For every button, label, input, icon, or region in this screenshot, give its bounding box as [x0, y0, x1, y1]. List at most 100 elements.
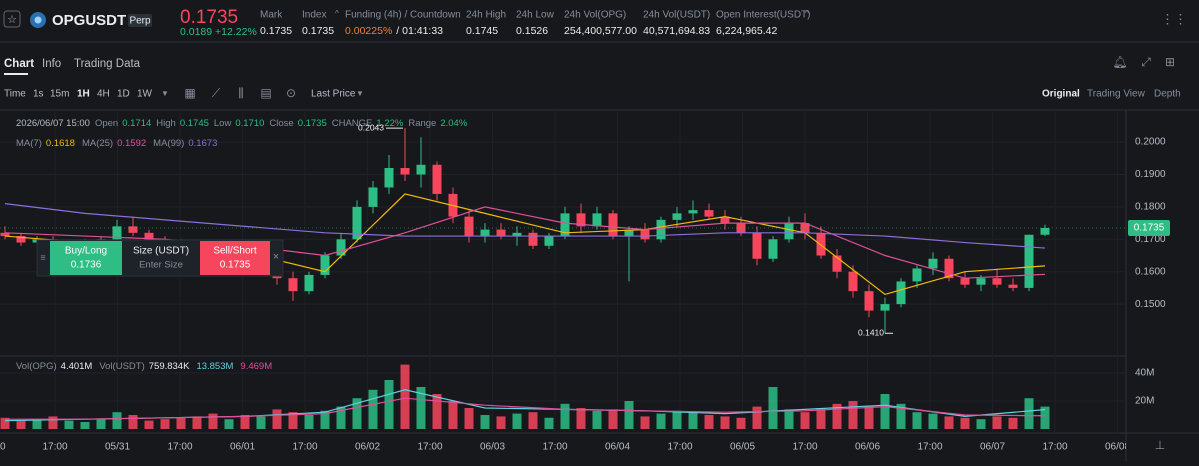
candle-body	[464, 216, 474, 237]
volume-bar	[480, 415, 490, 429]
info-label: Low	[214, 118, 232, 129]
view-option[interactable]: Trading View	[1087, 89, 1146, 100]
dropdown-caret[interactable]: ▼	[161, 89, 169, 98]
volume-bar	[976, 419, 986, 429]
candle-body	[592, 213, 602, 227]
drag-handle[interactable]: ≡	[40, 252, 45, 262]
volume-bar	[864, 406, 874, 429]
volume-bar	[112, 412, 122, 429]
candle-body	[896, 281, 906, 305]
x-tick-label: 17:00	[42, 442, 67, 453]
symbol[interactable]: OPGUSDT	[52, 12, 126, 29]
alert-icon[interactable]: 🔔︎	[1112, 55, 1127, 69]
volume-bar	[528, 412, 538, 429]
candle-body	[400, 168, 410, 175]
candle-body	[784, 223, 794, 240]
stat-number: 6,224,965.42	[716, 25, 777, 37]
sell-price: 0.1735	[220, 260, 251, 271]
stat-number: 0.1735	[260, 25, 292, 37]
volume-bar	[224, 419, 234, 429]
volume-bar	[736, 417, 746, 429]
caret[interactable]: ^	[805, 9, 809, 18]
candle-body	[112, 226, 122, 240]
stat-number: 0.1745	[466, 25, 498, 37]
layout-icon[interactable]: ⊞	[1165, 55, 1175, 69]
interval[interactable]: 1H	[77, 89, 90, 100]
price-type[interactable]: Last Price	[311, 89, 356, 100]
stat-label: 24h Low	[516, 10, 555, 21]
volume-bar	[336, 406, 346, 429]
tool-icon[interactable]: ⟋	[212, 86, 221, 100]
view-option[interactable]: Depth	[1154, 89, 1181, 100]
candle-body	[384, 168, 394, 188]
ma-value: 0.1618	[46, 138, 75, 149]
stat-number: 0.00225%	[345, 25, 392, 37]
ma-name: MA(25)	[82, 138, 113, 149]
buy-button[interactable]	[50, 241, 122, 275]
candle-body	[672, 213, 682, 220]
volume-bar	[496, 416, 506, 429]
stat-number: 40,571,694.83	[643, 25, 710, 37]
volume-bar	[32, 419, 42, 429]
candle-body	[944, 258, 954, 279]
interval[interactable]: 4H	[97, 89, 110, 100]
tab[interactable]: Chart	[4, 58, 34, 70]
candle-body	[1040, 227, 1050, 235]
badge: Perp	[129, 16, 151, 27]
volume-bar	[0, 417, 10, 429]
sell-label: Sell/Short	[213, 246, 257, 257]
caret[interactable]: ^	[335, 9, 339, 18]
candle-body	[720, 216, 730, 224]
scroll-end-icon[interactable]: ⊥	[1155, 438, 1165, 452]
tab[interactable]: Info	[42, 58, 61, 70]
volume-bar	[656, 413, 666, 429]
interval[interactable]: 15m	[50, 89, 69, 100]
tab[interactable]: Trading Data	[74, 58, 141, 70]
x-tick-label: 17:00	[917, 442, 942, 453]
ma-line	[5, 397, 1046, 420]
size-input[interactable]: Enter Size	[139, 260, 183, 271]
tool-icon[interactable]: ⊙	[286, 86, 296, 100]
volume-bar	[832, 403, 842, 429]
candle-body	[928, 258, 938, 269]
volume-bar	[1024, 398, 1034, 429]
interval[interactable]: 1s	[33, 89, 44, 100]
volume-bar	[560, 403, 570, 429]
ma-name: MA(99)	[153, 138, 184, 149]
candle-body	[816, 232, 826, 256]
menu-icon[interactable]: ⋮⋮	[1161, 11, 1187, 26]
info-value: 0.1714	[122, 118, 151, 129]
tool-icon[interactable]: ▦	[184, 86, 195, 100]
tool-icon[interactable]: ▤	[260, 86, 271, 100]
x-tick-label: 17:00	[1042, 442, 1067, 453]
candle-body	[304, 274, 314, 292]
volume-bar	[800, 412, 810, 429]
vol-value: 759.834K	[149, 361, 190, 372]
sell-button[interactable]	[200, 241, 270, 275]
stat-label: 24h Vol(OPG)	[564, 10, 626, 21]
candle-body	[16, 236, 26, 243]
view-option[interactable]: Original	[1042, 89, 1080, 100]
buy-label: Buy/Long	[65, 246, 107, 257]
interval[interactable]: 1W	[137, 89, 153, 100]
last-price: 0.1735	[180, 7, 238, 28]
candle-body	[496, 229, 506, 237]
x-tick-label: 06/06	[855, 442, 880, 453]
close-button[interactable]: ×	[273, 251, 279, 263]
y-tick-label: 0.1900	[1135, 169, 1166, 180]
volume-bar	[384, 380, 394, 429]
candle-body	[1008, 284, 1018, 288]
volume-bar	[720, 416, 730, 429]
expand-icon[interactable]: ⤢	[1140, 55, 1151, 69]
tool-icon[interactable]: ⫼	[238, 86, 244, 100]
favorite-button[interactable]	[3, 10, 21, 28]
interval[interactable]: Time	[4, 89, 26, 100]
dropdown-caret[interactable]: ▼	[356, 89, 364, 98]
volume-bar	[144, 420, 154, 429]
x-tick-label: 17:00	[542, 442, 567, 453]
low-label: 0.1410	[858, 328, 884, 338]
interval[interactable]: 1D	[117, 89, 130, 100]
volume-bar	[752, 406, 762, 429]
ma-legend: MA(7) 0.1618 MA(25) 0.1592 MA(99) 0.1673	[16, 138, 217, 149]
volume-bar	[416, 387, 426, 429]
